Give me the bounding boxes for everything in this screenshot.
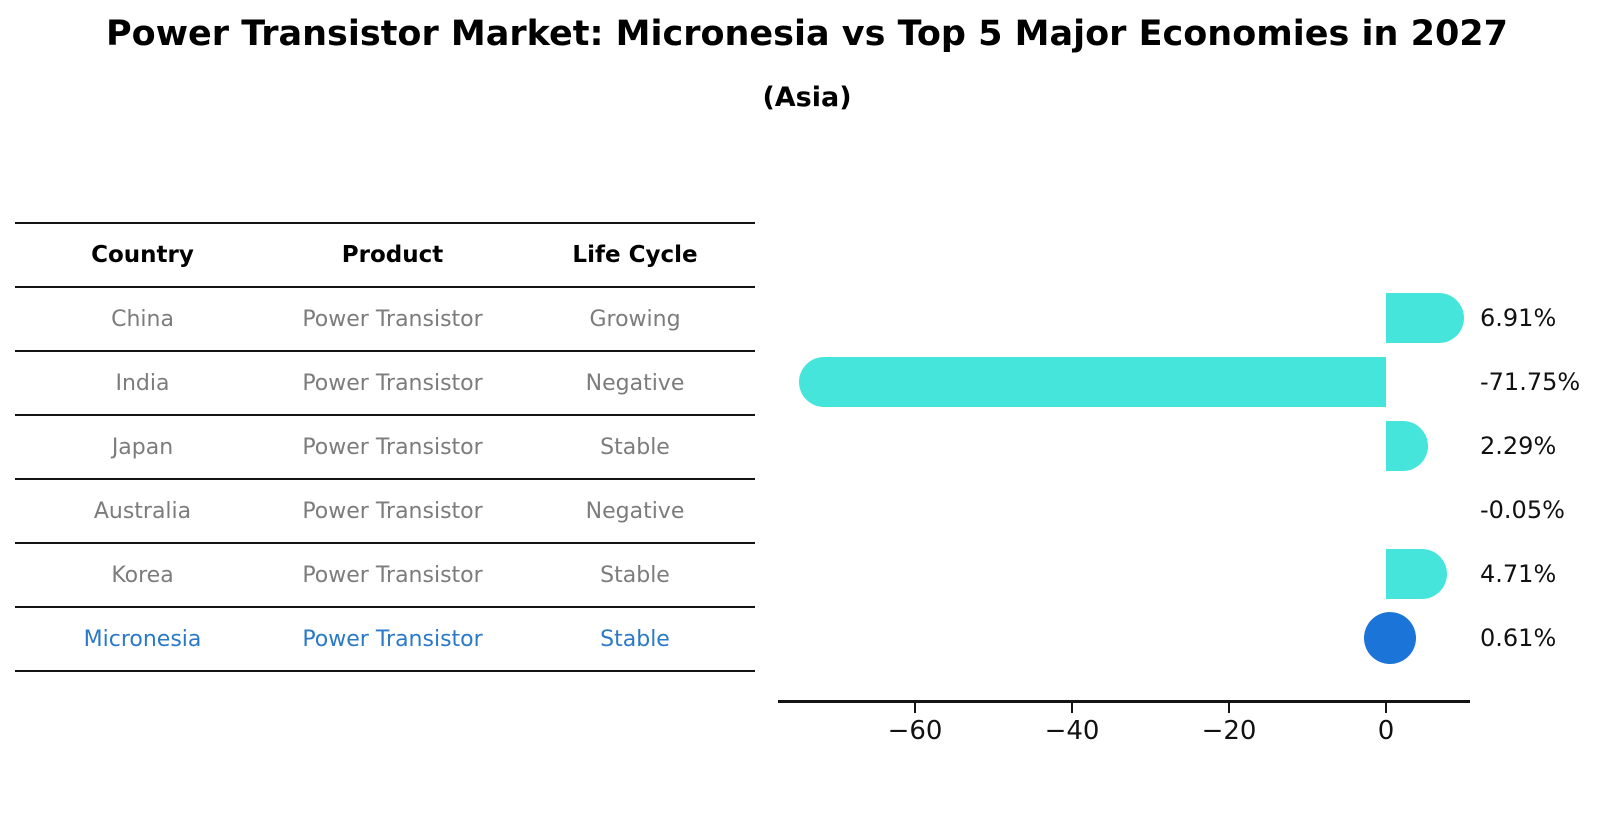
bar-korea — [1386, 549, 1447, 599]
value-label-micronesia: 0.61% — [1480, 624, 1557, 652]
cell-product: Power Transistor — [302, 498, 483, 524]
table-row-micronesia: Micronesia Power Transistor Stable — [15, 606, 755, 670]
column-header-product: Product — [341, 242, 444, 268]
cell-country: India — [115, 370, 170, 396]
cell-product: Power Transistor — [302, 434, 483, 460]
x-axis-tick-label: −40 — [1044, 716, 1100, 746]
cell-country: Korea — [111, 562, 174, 588]
bar-china — [1386, 293, 1465, 343]
table-row-china: China Power Transistor Growing — [15, 286, 755, 350]
chart-subtitle: (Asia) — [762, 82, 852, 113]
cell-life-cycle: Negative — [585, 498, 685, 524]
x-axis-tick-label: 0 — [1377, 716, 1395, 746]
value-label-korea: 4.71% — [1480, 560, 1557, 588]
cell-country: China — [111, 306, 174, 332]
cell-product: Power Transistor — [302, 370, 483, 396]
value-label-australia: -0.05% — [1480, 496, 1565, 524]
value-label-japan: 2.29% — [1480, 432, 1557, 460]
bar-chart: 6.91% -71.75% 2.29% -0.05% 4.71% 0.61% −60 −40 −… — [770, 280, 1614, 780]
cell-life-cycle: Negative — [585, 370, 685, 396]
value-label-india: -71.75% — [1480, 368, 1581, 396]
cell-product: Power Transistor — [302, 626, 483, 652]
cell-product: Power Transistor — [302, 562, 483, 588]
chart-title: Power Transistor Market: Micronesia vs T… — [106, 14, 1508, 54]
x-axis-tick — [1385, 703, 1387, 713]
table-row-australia: Australia Power Transistor Negative — [15, 478, 755, 542]
cell-life-cycle: Growing — [589, 306, 681, 332]
x-axis-tick-label: −20 — [1201, 716, 1257, 746]
table-row-india: India Power Transistor Negative — [15, 350, 755, 414]
bar-india — [798, 357, 1386, 407]
table-header-row: Country Product Life Cycle — [15, 224, 755, 286]
cell-life-cycle: Stable — [600, 434, 670, 460]
column-header-country: Country — [91, 242, 194, 268]
value-label-china: 6.91% — [1480, 304, 1557, 332]
cell-country: Japan — [111, 434, 174, 460]
x-axis-tick — [1071, 703, 1073, 713]
column-header-life-cycle: Life Cycle — [572, 242, 698, 268]
cell-country: Australia — [93, 498, 192, 524]
bar-japan — [1386, 421, 1428, 471]
table-row-japan: Japan Power Transistor Stable — [15, 414, 755, 478]
x-axis-line — [778, 700, 1470, 703]
x-axis-tick — [914, 703, 916, 713]
x-axis-tick — [1228, 703, 1230, 713]
cell-product: Power Transistor — [302, 306, 483, 332]
cell-life-cycle: Stable — [600, 626, 670, 652]
cell-life-cycle: Stable — [600, 562, 670, 588]
table-row-korea: Korea Power Transistor Stable — [15, 542, 755, 606]
cell-country: Micronesia — [83, 626, 202, 652]
x-axis-tick-label: −60 — [887, 716, 943, 746]
country-table: Country Product Life Cycle China Power T… — [15, 222, 755, 672]
highlight-marker-micronesia — [1364, 612, 1416, 664]
